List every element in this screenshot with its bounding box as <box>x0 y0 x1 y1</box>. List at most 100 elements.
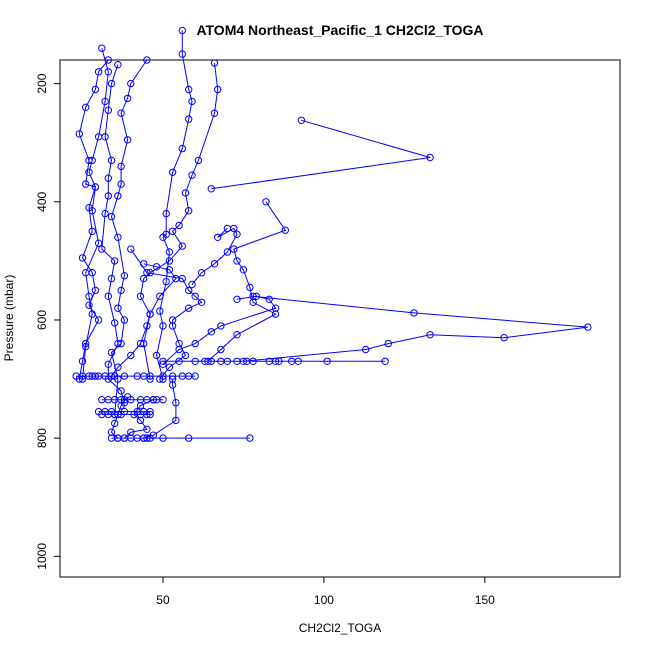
data-point <box>146 410 154 419</box>
data-point <box>117 339 125 348</box>
x-tick-label: 50 <box>156 593 170 607</box>
data-point <box>117 402 125 410</box>
data-point <box>114 192 122 200</box>
data-point <box>233 230 241 239</box>
series-line <box>162 295 277 365</box>
data-point <box>75 130 84 138</box>
data-point <box>172 416 180 425</box>
data-point <box>233 357 241 365</box>
data-point <box>85 292 93 300</box>
data-point <box>217 322 225 330</box>
data-point <box>85 301 93 309</box>
data-point <box>88 207 96 215</box>
series-7 <box>207 116 434 193</box>
data-point <box>107 156 116 165</box>
data-point <box>114 363 122 371</box>
data-point <box>178 372 187 380</box>
data-point <box>214 233 222 242</box>
data-point <box>233 257 241 265</box>
data-point <box>120 434 129 442</box>
data-point <box>82 342 90 351</box>
data-point <box>136 339 145 348</box>
data-point <box>410 309 418 317</box>
data-point <box>143 425 151 433</box>
data-point <box>107 428 116 436</box>
data-point <box>140 372 148 380</box>
data-point <box>178 274 187 283</box>
data-point <box>197 298 206 306</box>
data-point <box>252 292 260 300</box>
data-point <box>130 410 138 419</box>
data-point <box>191 357 199 365</box>
data-point <box>214 85 222 94</box>
data-point <box>185 286 193 295</box>
data-point <box>233 295 241 303</box>
data-point <box>426 331 434 339</box>
data-point <box>136 416 145 425</box>
data-point <box>114 410 122 419</box>
data-point <box>123 94 132 103</box>
data-point <box>94 316 103 324</box>
data-point <box>178 26 187 35</box>
data-point <box>185 434 193 442</box>
data-point <box>107 79 116 88</box>
data-point <box>223 248 232 256</box>
series-line <box>110 396 129 439</box>
data-point <box>98 396 106 404</box>
data-point <box>162 209 170 218</box>
data-point <box>136 396 145 404</box>
data-point <box>246 283 254 292</box>
series-4 <box>78 44 113 383</box>
data-point <box>249 298 257 306</box>
data-point <box>188 171 196 179</box>
data-point <box>152 351 161 360</box>
data-point <box>149 396 158 404</box>
data-point <box>127 428 135 436</box>
data-point <box>500 334 508 342</box>
data-point <box>271 304 280 312</box>
data-point <box>194 156 203 165</box>
y-axis: 200 400 600 800 1000 <box>35 73 60 570</box>
data-point <box>175 357 183 365</box>
data-point <box>188 280 196 289</box>
data-point <box>175 221 183 230</box>
series-15 <box>72 372 199 380</box>
data-point <box>426 153 434 162</box>
data-point <box>136 402 145 410</box>
data-point <box>127 79 135 88</box>
data-point <box>271 310 280 318</box>
data-point <box>185 115 193 123</box>
data-point <box>185 207 193 215</box>
series-14 <box>159 357 389 365</box>
x-tick-label: 150 <box>475 593 495 607</box>
data-point <box>123 136 132 144</box>
data-point <box>149 431 158 439</box>
data-point <box>111 396 119 404</box>
data-point <box>104 360 113 368</box>
series-line <box>207 201 287 362</box>
data-point <box>217 345 225 354</box>
series-line <box>243 295 588 362</box>
data-point <box>88 227 96 236</box>
data-point <box>249 357 257 365</box>
series-22 <box>107 393 132 442</box>
data-point <box>178 50 187 58</box>
data-point <box>159 372 167 380</box>
data-point <box>117 180 125 188</box>
data-point <box>584 323 592 331</box>
data-point <box>230 224 238 233</box>
data-point <box>165 248 174 256</box>
data-point <box>88 156 96 165</box>
data-point <box>165 363 174 371</box>
data-point <box>159 396 167 404</box>
data-point <box>123 393 132 401</box>
data-point <box>175 345 183 354</box>
data-point <box>207 357 216 365</box>
data-point <box>178 144 187 153</box>
data-point <box>146 372 154 380</box>
plot-frame <box>59 59 621 578</box>
series-21 <box>140 375 180 442</box>
data-point <box>297 116 306 125</box>
data-point <box>159 357 167 365</box>
data-point <box>104 192 113 200</box>
